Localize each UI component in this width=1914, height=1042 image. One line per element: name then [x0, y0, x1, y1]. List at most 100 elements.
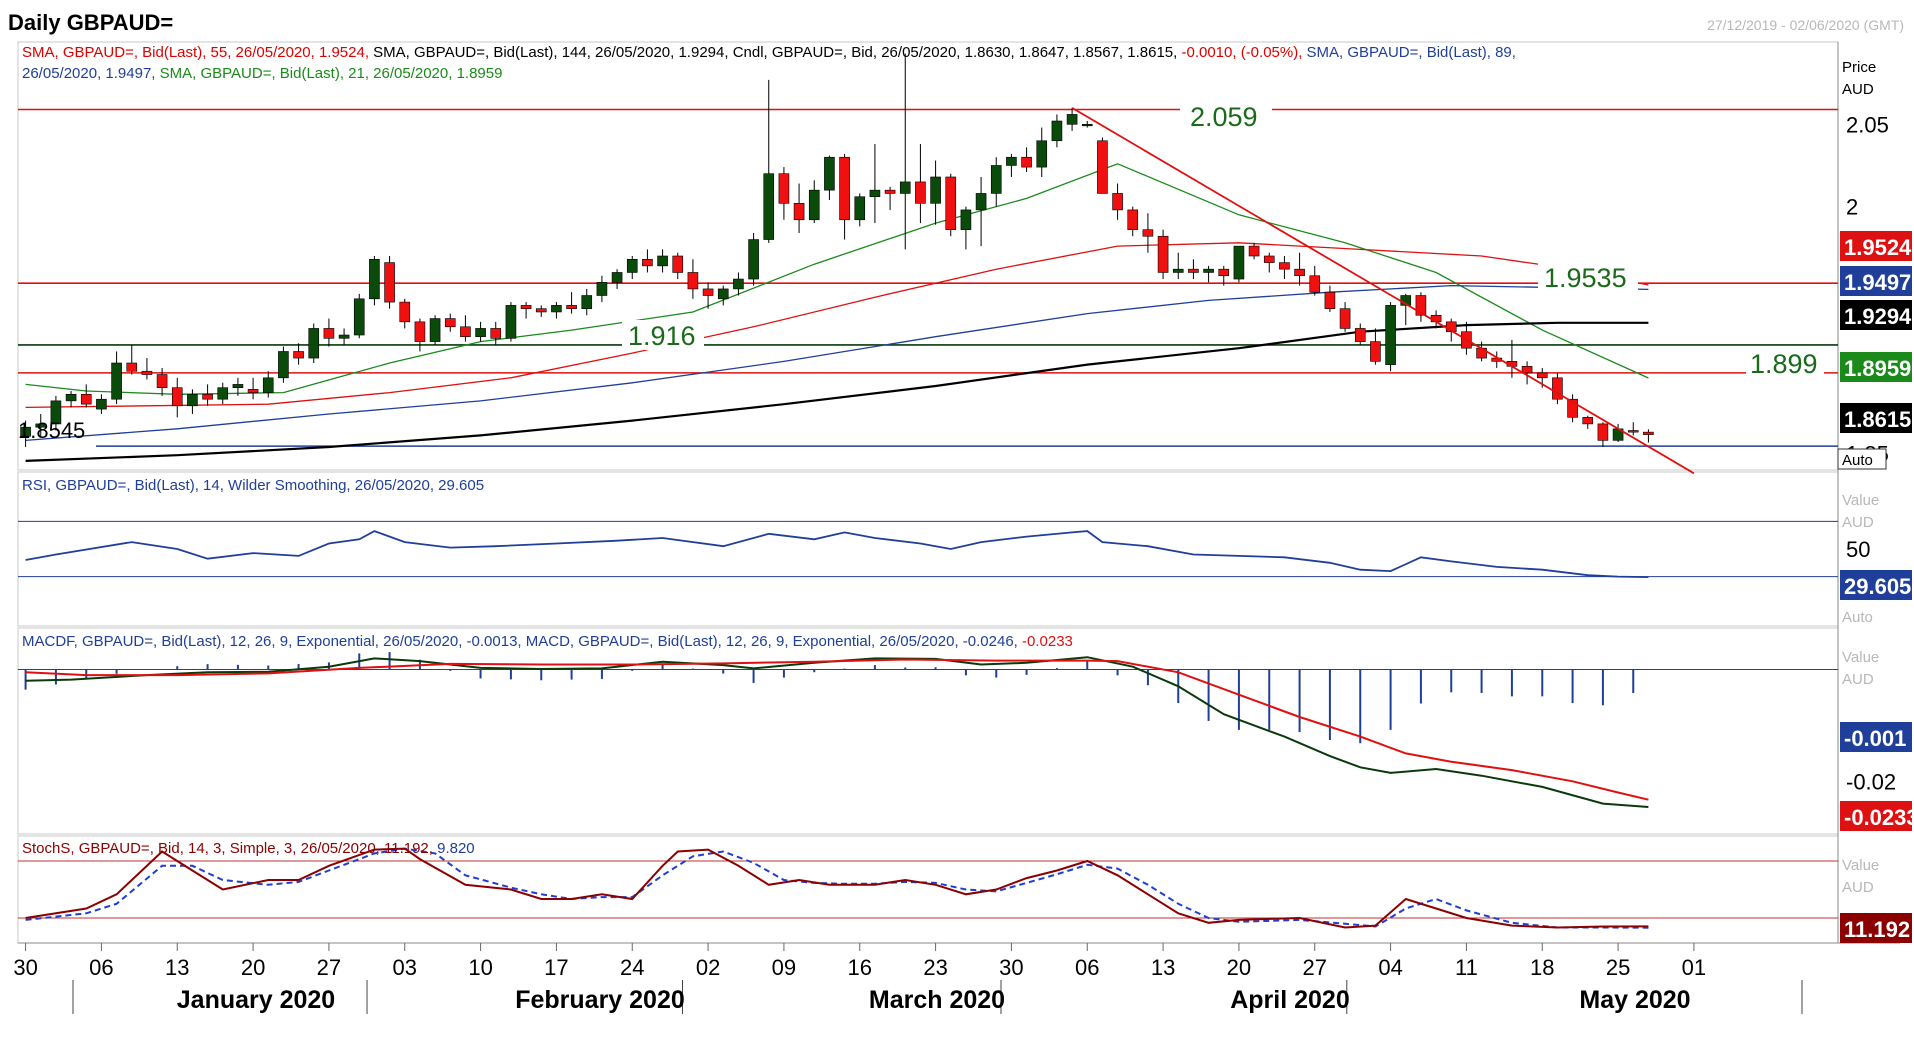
candle[interactable] — [733, 272, 744, 296]
candle[interactable] — [353, 293, 365, 339]
candle[interactable] — [202, 384, 213, 406]
candle[interactable] — [1521, 361, 1533, 385]
candle[interactable] — [839, 153, 850, 240]
candle[interactable] — [126, 344, 138, 375]
auto-button[interactable] — [1837, 448, 1887, 470]
candle[interactable] — [1627, 422, 1639, 436]
candle[interactable] — [1263, 252, 1275, 273]
candle[interactable] — [611, 269, 623, 289]
macd-pane[interactable]: -0.02 — [18, 652, 1896, 808]
candle[interactable] — [763, 79, 775, 243]
candle[interactable] — [444, 313, 456, 332]
candle[interactable] — [1036, 127, 1048, 177]
candle[interactable] — [247, 377, 259, 400]
candle[interactable] — [1370, 328, 1381, 365]
candle[interactable] — [1097, 137, 1108, 194]
candle[interactable] — [369, 256, 380, 306]
candle[interactable] — [535, 305, 547, 317]
candle[interactable] — [1188, 259, 1199, 280]
candle[interactable] — [475, 321, 486, 342]
candle[interactable] — [687, 259, 699, 299]
candle[interactable] — [171, 377, 183, 418]
candle[interactable] — [793, 183, 805, 233]
candle[interactable] — [930, 160, 941, 225]
candle[interactable] — [1582, 415, 1594, 429]
candle[interactable] — [65, 390, 77, 408]
candle[interactable] — [702, 282, 714, 309]
candle[interactable] — [1567, 394, 1578, 423]
candle[interactable] — [596, 275, 608, 303]
candle[interactable] — [672, 252, 684, 280]
auto-button-label[interactable]: Auto — [1842, 452, 1873, 469]
candle[interactable] — [1339, 302, 1351, 332]
candle[interactable] — [1233, 245, 1245, 283]
candle[interactable] — [1294, 252, 1305, 286]
candle[interactable] — [490, 321, 502, 345]
candle[interactable] — [20, 420, 31, 447]
candle[interactable] — [1279, 256, 1290, 280]
candle[interactable] — [778, 167, 790, 220]
candle[interactable] — [990, 157, 1002, 207]
candle[interactable] — [1354, 323, 1366, 345]
candle[interactable] — [1142, 213, 1154, 253]
candle[interactable] — [1051, 114, 1063, 148]
candle[interactable] — [1066, 107, 1078, 131]
candle[interactable] — [657, 249, 668, 273]
candle[interactable] — [824, 155, 835, 201]
candle[interactable] — [869, 144, 881, 224]
candle[interactable] — [187, 389, 198, 415]
candle[interactable] — [642, 249, 653, 273]
candle[interactable] — [278, 346, 289, 383]
candle[interactable] — [626, 256, 638, 280]
candle[interactable] — [338, 328, 350, 345]
candle[interactable] — [717, 285, 729, 306]
candle[interactable] — [505, 302, 517, 342]
candle[interactable] — [748, 232, 759, 286]
candle[interactable] — [1597, 422, 1609, 447]
candle[interactable] — [1309, 265, 1321, 296]
candle[interactable] — [217, 382, 229, 405]
candle[interactable] — [1172, 252, 1184, 280]
candle[interactable] — [156, 367, 168, 396]
candle[interactable] — [975, 176, 987, 247]
candle[interactable] — [50, 395, 62, 431]
candle[interactable] — [1021, 147, 1032, 173]
candle[interactable] — [1218, 265, 1230, 286]
candle[interactable] — [808, 180, 820, 224]
candle[interactable] — [960, 206, 972, 250]
candle[interactable] — [945, 173, 957, 237]
candle[interactable] — [232, 377, 244, 396]
candle[interactable] — [551, 302, 562, 319]
candle[interactable] — [1385, 302, 1396, 372]
candle[interactable] — [80, 384, 92, 408]
candle[interactable] — [520, 302, 532, 319]
candle[interactable] — [460, 315, 471, 342]
candle[interactable] — [1157, 229, 1169, 280]
candle[interactable] — [1415, 292, 1427, 322]
candle[interactable] — [96, 394, 107, 415]
candle[interactable] — [429, 315, 441, 345]
candle[interactable] — [262, 371, 274, 398]
candle[interactable] — [566, 292, 577, 314]
candle[interactable] — [35, 414, 47, 438]
candle[interactable] — [1643, 429, 1654, 443]
candle[interactable] — [293, 343, 304, 365]
candle[interactable] — [1127, 206, 1139, 237]
candle[interactable] — [1112, 183, 1123, 220]
candle[interactable] — [1248, 242, 1260, 260]
candle[interactable] — [884, 186, 896, 210]
candle[interactable] — [1006, 153, 1017, 177]
candle[interactable] — [384, 256, 395, 309]
candle[interactable] — [899, 53, 911, 250]
candle[interactable] — [1081, 121, 1093, 128]
candle[interactable] — [915, 144, 926, 224]
candle[interactable] — [111, 351, 122, 405]
candle[interactable] — [414, 318, 426, 352]
candle[interactable] — [399, 298, 411, 329]
candle[interactable] — [1552, 372, 1563, 405]
price-pane[interactable]: 2.0521.85 — [18, 53, 1889, 475]
candle[interactable] — [323, 318, 335, 347]
stochastic-pane[interactable] — [18, 847, 1838, 929]
candle[interactable] — [1203, 265, 1214, 283]
candle[interactable] — [1324, 285, 1336, 312]
